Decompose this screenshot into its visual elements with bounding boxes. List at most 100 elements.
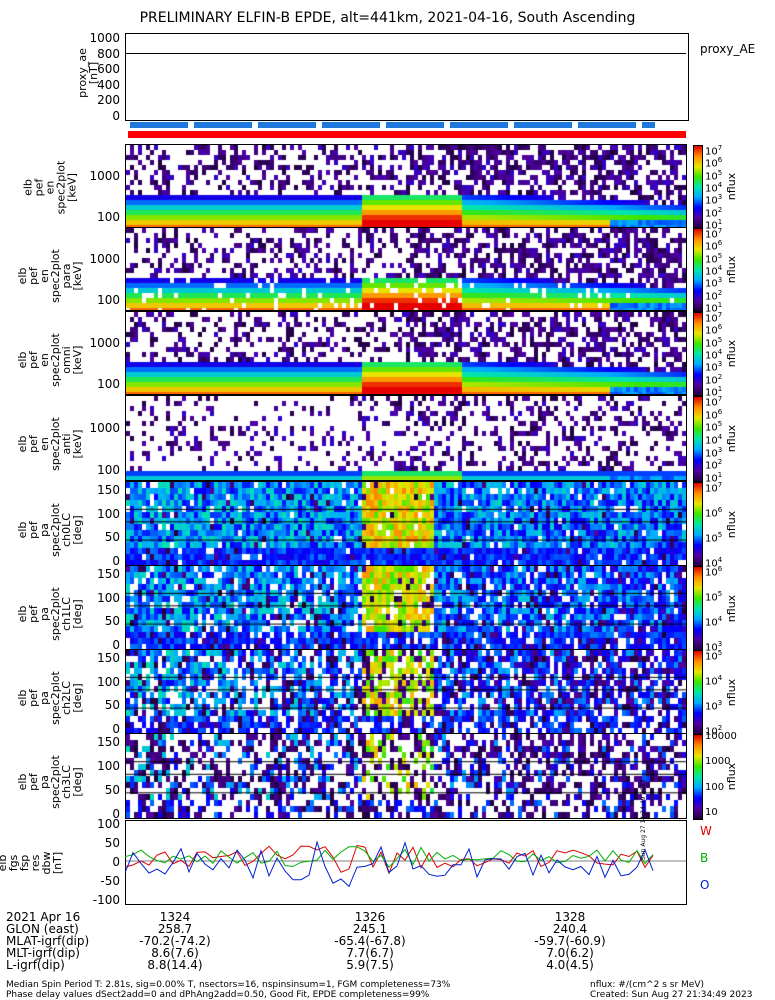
ephemeris-cell: 8.6(7.6)	[151, 946, 199, 960]
colorbar-tick-label: 107	[705, 395, 723, 409]
spectrogram-tick-label: 1000	[89, 169, 120, 184]
spectrogram-tick-label: 100	[97, 377, 120, 392]
colorbar-tick-label: 101	[705, 301, 723, 315]
fgm-tick-label: 100	[97, 817, 120, 831]
spectrogram-ylabel: elb pef pa spec2plot ch3LC [deg]	[16, 755, 84, 809]
ephemeris-cell: 1324	[159, 910, 191, 924]
spectrogram-frame	[125, 565, 687, 650]
spectrogram-ylabel: elb pef en spec2plot omni [keV]	[16, 333, 84, 387]
spectrogram-tick-label: 150	[97, 735, 120, 749]
colorbar-tick-label: 104	[705, 348, 723, 362]
spectrogram-tick-label: 1000	[89, 420, 120, 435]
colorbar-tick-label: 10	[705, 807, 718, 818]
ephemeris-cell: 240.4	[552, 922, 588, 936]
spectrogram-tick-label: 1000	[89, 252, 120, 267]
ephemeris-cell: 2021 Apr 16	[6, 910, 81, 924]
colorbar	[693, 650, 703, 735]
fgm-b-trace	[125, 846, 654, 869]
ephemeris-cell: 245.1	[352, 922, 388, 936]
colorbar-unit: nflux	[725, 424, 739, 453]
colorbar-unit: nflux	[725, 594, 739, 622]
colorbar-tick-label: 104	[705, 556, 723, 570]
spectrogram-frame	[125, 144, 687, 228]
proxy-ae-tick-label: 0	[112, 108, 120, 123]
colorbar-tick-label: 104	[705, 674, 723, 688]
footer-left-2: Phase delay values dSect2add=0 and dPhAn…	[6, 990, 430, 1000]
colorbar-unit: nflux	[725, 678, 739, 706]
colorbar	[693, 734, 703, 820]
colorbar	[693, 566, 703, 651]
colorbar-tick-label: 106	[705, 323, 723, 337]
ephemeris-cell: -70.2(-74.2)	[139, 934, 211, 948]
spectrogram-tick-label: 0	[112, 807, 120, 821]
fgm-o-trace	[125, 840, 654, 888]
colorbar-unit: nflux	[725, 510, 739, 538]
ephemeris-cell: 4.0(4.5)	[546, 958, 594, 972]
footer-left-1: Median Spin Period T: 2.81s, sig=0.00% T…	[6, 980, 451, 990]
spectrogram-tick-label: 50	[104, 530, 120, 545]
spectrogram-ylabel: elb pef en spec2plot [keV]	[21, 160, 79, 215]
colorbar-tick-label: 102	[705, 205, 723, 219]
spectrogram-tick-label: 50	[104, 614, 120, 629]
proxy-ae-frame	[125, 33, 689, 121]
colorbar-tick-label: 103	[705, 360, 723, 374]
spectrogram-tick-label: 50	[104, 698, 120, 713]
spectrogram-frame	[125, 649, 687, 734]
spectrogram-tick-label: 50	[104, 783, 120, 797]
colorbar-tick-label: 101	[705, 471, 723, 485]
colorbar-tick-label: 107	[705, 311, 723, 325]
proxy-ae-tick-label: 200	[97, 93, 120, 107]
proxy-ae-legend: proxy_AE	[700, 42, 756, 56]
colorbar-tick-label: 104	[705, 433, 723, 447]
footer-right-1: nflux: #/(cm^2 s sr MeV)	[590, 980, 704, 990]
spectrogram-frame	[125, 481, 687, 566]
spectrogram-image	[126, 566, 686, 649]
fgm-tick-label: 0	[112, 855, 120, 869]
colorbar-tick-label: 105	[705, 649, 723, 663]
footer-right-2: Created: Sun Aug 27 21:34:49 2023	[590, 990, 753, 1000]
colorbar-tick-label: 103	[705, 193, 723, 207]
colorbar-unit: nflux	[725, 172, 739, 201]
colorbar-tick-label: 100	[705, 781, 725, 793]
fgm-side-text: Sun Aug 27 14:34:49 2023	[640, 779, 647, 860]
spectrogram-tick-label: 100	[97, 674, 120, 689]
colorbar-tick-label: 107	[705, 481, 723, 495]
spectrogram-tick-label: 150	[97, 483, 120, 497]
ephemeris-cell: -59.7(-60.9)	[534, 934, 606, 948]
fgm-legend-o: O	[700, 878, 710, 892]
ephemeris-cell: 7.7(6.7)	[346, 946, 394, 960]
colorbar-tick-label: 105	[705, 590, 723, 604]
proxy-ae-tick-label: 1000	[89, 31, 120, 45]
spectrogram-image	[126, 228, 686, 310]
proxy-ae-tick-label: 600	[97, 62, 120, 76]
colorbar	[693, 482, 703, 567]
ephemeris-cell: -65.4(-67.8)	[334, 934, 406, 948]
colorbar-tick-label: 106	[705, 156, 723, 170]
ephemeris-cell: 1326	[354, 910, 386, 924]
spectrogram-tick-label: 100	[97, 506, 120, 521]
spectrogram-frame	[125, 733, 687, 819]
ephemeris-cell: 8.8(14.4)	[147, 958, 203, 972]
colorbar-tick-label: 102	[705, 288, 723, 302]
plot-title: PRELIMINARY ELFIN-B EPDE, alt=441km, 202…	[139, 10, 636, 26]
spectrogram-frame	[125, 227, 687, 311]
data-coverage-bar	[130, 122, 655, 128]
ephemeris-cell: 5.9(7.5)	[346, 958, 394, 972]
spectrogram-image	[126, 650, 686, 733]
colorbar-tick-label: 104	[705, 615, 723, 629]
spectrogram-tick-label: 100	[97, 210, 120, 225]
colorbar	[693, 312, 703, 396]
spectrogram-tick-label: 0	[112, 554, 120, 568]
colorbar-tick-label: 103	[705, 640, 723, 654]
spectrogram-frame	[125, 311, 687, 395]
spectrogram-frame	[125, 395, 687, 481]
colorbar-tick-label: 101	[705, 218, 723, 232]
colorbar-tick-label: 105	[705, 531, 723, 545]
colorbar-tick-label: 105	[705, 168, 723, 182]
spectrogram-image	[126, 145, 686, 227]
colorbar	[693, 228, 703, 312]
spectrogram-tick-label: 100	[97, 590, 120, 605]
colorbar	[693, 145, 703, 229]
colorbar-tick-label: 103	[705, 445, 723, 459]
proxy-ae-ylabel: proxy_ae [nT]	[76, 48, 100, 98]
